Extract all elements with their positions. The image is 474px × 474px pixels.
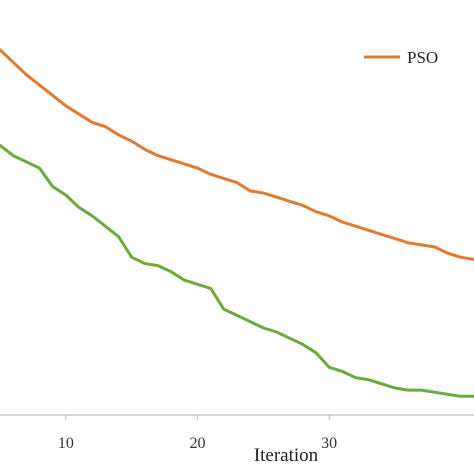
series-layer	[0, 48, 474, 398]
legend: PSO	[364, 48, 438, 67]
x-tick-layer: 10 20 30	[58, 415, 337, 452]
x-tick-label: 20	[190, 435, 206, 452]
series-line-pso	[0, 48, 474, 261]
x-tick-label: 10	[58, 435, 74, 452]
series-line-series-2	[0, 143, 474, 398]
x-tick-label: 30	[321, 435, 337, 452]
legend-label-pso: PSO	[407, 48, 438, 67]
x-axis-title: Iteration	[254, 445, 319, 466]
